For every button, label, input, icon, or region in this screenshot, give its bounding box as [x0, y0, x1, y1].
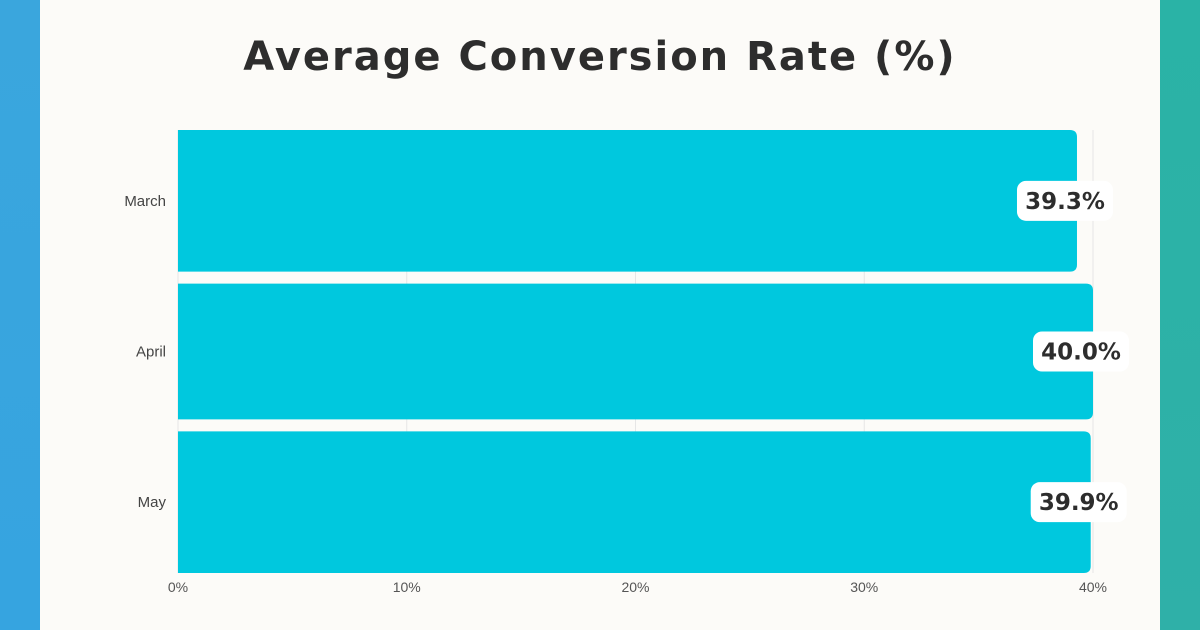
x-tick-label: 20% — [621, 579, 649, 595]
category-label: May — [138, 494, 167, 511]
category-label: April — [136, 344, 166, 361]
bar-may — [178, 431, 1091, 573]
x-tick-label: 30% — [850, 579, 878, 595]
bar-april — [178, 283, 1093, 420]
value-label: 40.0% — [1041, 340, 1121, 366]
category-label: March — [124, 193, 166, 210]
bar-march — [178, 130, 1077, 272]
left-accent-stripe — [0, 0, 40, 630]
value-label: 39.3% — [1025, 189, 1105, 215]
right-accent-stripe — [1160, 0, 1200, 630]
value-label-box — [1033, 331, 1129, 372]
value-label-box — [1016, 180, 1113, 221]
value-label: 39.9% — [1039, 490, 1119, 516]
x-tick-label: 10% — [393, 579, 421, 595]
value-label-box — [1030, 482, 1127, 523]
x-tick-label: 0% — [168, 579, 188, 595]
x-tick-label: 40% — [1079, 579, 1107, 595]
chart-title: Average Conversion Rate (%) — [243, 34, 957, 80]
